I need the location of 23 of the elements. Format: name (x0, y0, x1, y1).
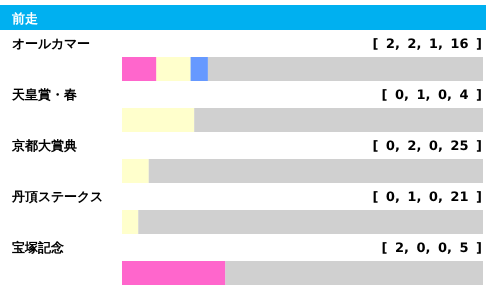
category: オールカマー (12, 37, 90, 52)
bar (225, 261, 483, 285)
bar (122, 159, 149, 183)
title: 前走 (12, 12, 38, 27)
bar (156, 57, 191, 81)
bar (208, 57, 483, 81)
bar (190, 57, 208, 81)
category: 丹頂ステークス (12, 190, 103, 205)
annotation: [ 0, 1, 0, 21 ] (372, 190, 482, 205)
annotation: [ 2, 2, 1, 16 ] (372, 37, 482, 52)
annotation: [ 0, 2, 0, 25 ] (372, 139, 482, 154)
bar (122, 210, 138, 234)
bar (138, 210, 483, 234)
category: 京都大賞典 (12, 139, 77, 154)
bar (122, 261, 226, 285)
category: 宝塚記念 (12, 241, 64, 256)
annotation: [ 2, 0, 0, 5 ] (381, 241, 482, 256)
bar (148, 159, 483, 183)
bar (122, 108, 194, 132)
annotation: [ 0, 1, 0, 4 ] (381, 88, 482, 103)
category: 天皇賞・春 (12, 88, 77, 103)
bar (122, 57, 156, 81)
bar (194, 108, 483, 132)
